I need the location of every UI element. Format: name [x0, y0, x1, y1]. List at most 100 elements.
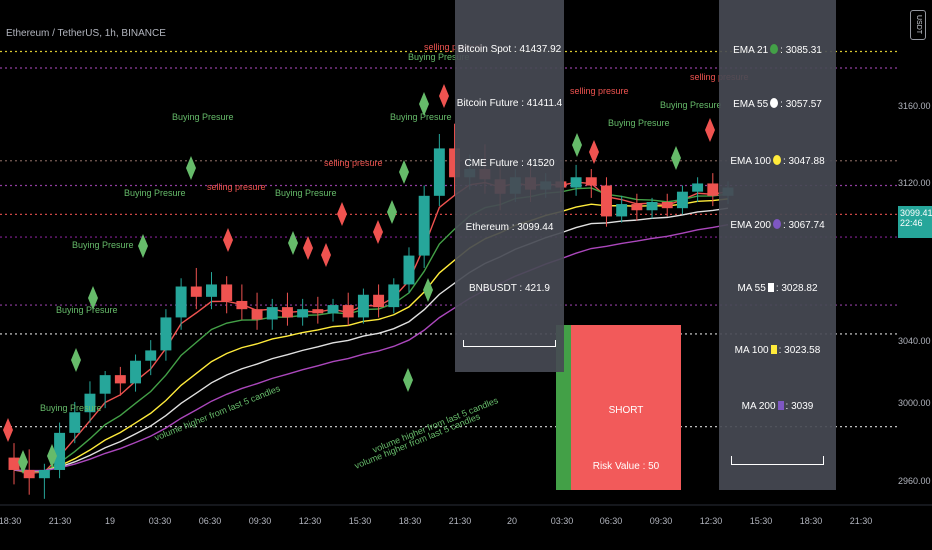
candle: [327, 305, 339, 314]
risk-value: Risk Value : 50: [592, 461, 660, 472]
candle: [99, 375, 111, 394]
time-tick: 18:30: [0, 516, 22, 526]
ma-value: : 3067.74: [782, 220, 825, 231]
currency-badge[interactable]: USDT: [910, 10, 926, 40]
candle: [692, 183, 704, 192]
time-tick: 18:30: [398, 516, 422, 526]
time-tick: 15:30: [749, 516, 773, 526]
panel-row: CME Future : 41520: [464, 158, 555, 169]
signal-diamond: [671, 146, 681, 170]
buy-annotation: Buying Presure: [608, 118, 670, 128]
candle: [449, 148, 461, 178]
candle: [84, 393, 96, 413]
candle: [418, 195, 430, 256]
candle: [175, 286, 187, 318]
signal-diamond: [88, 286, 98, 310]
candle: [570, 177, 582, 188]
market-info-panel: Bitcoin Spot : 41437.92 Bitcoin Future :…: [455, 0, 564, 372]
candle: [661, 202, 673, 209]
signal-diamond: [373, 220, 383, 244]
candles: [8, 123, 734, 499]
time-tick: 18:30: [799, 516, 823, 526]
time-tick: 03:30: [550, 516, 574, 526]
ma-value: : 3047.88: [782, 156, 825, 167]
signal-diamond: [572, 133, 582, 157]
candle: [251, 309, 263, 320]
ma-name: EMA 200: [730, 220, 771, 231]
ma-row: MA 100 : 3023.58: [719, 345, 836, 356]
candle: [23, 469, 35, 479]
candle: [403, 255, 415, 285]
candle: [69, 412, 81, 433]
short-trade-box[interactable]: SHORT Risk Value : 50: [571, 325, 681, 490]
buy-annotation: Buying Presure: [56, 305, 118, 315]
buy-annotation: Buying Presure: [408, 52, 470, 62]
ma-line: [13, 207, 729, 472]
ma-name: EMA 55: [733, 99, 769, 110]
sell-annotation: selling presure: [424, 42, 483, 52]
time-tick: 21:30: [448, 516, 472, 526]
panel-row: Bitcoin Spot : 41437.92: [457, 44, 562, 55]
ma-row: EMA 100: 3047.88: [719, 155, 836, 167]
buy-annotation: Buying Presure: [124, 188, 186, 198]
time-tick: 20: [506, 516, 518, 526]
signal-diamond: [423, 278, 433, 302]
panel-row: Bitcoin Future : 41411.4: [456, 98, 563, 109]
panel-row: BNBUSDT : 421.9: [469, 283, 550, 294]
ma-value: : 3023.58: [778, 345, 821, 356]
ma-name: MA 200: [741, 401, 776, 412]
candle: [160, 317, 172, 351]
signal-diamond: [71, 348, 81, 372]
signal-diamond: [223, 228, 233, 252]
signal-diamonds: [3, 84, 715, 474]
current-price: 3099.41: [900, 208, 932, 218]
candle: [130, 360, 142, 384]
price-tick: 3040.00: [898, 336, 931, 346]
signal-diamond: [186, 156, 196, 180]
price-tick: 2960.00: [898, 476, 931, 486]
ma-color-marker: [770, 345, 777, 354]
signal-diamond: [705, 118, 715, 142]
candle: [190, 286, 202, 297]
sell-annotation: selling presure: [570, 86, 629, 96]
countdown: 22:46: [900, 218, 923, 228]
candle: [221, 284, 233, 301]
ma-row: MA 55: 3028.82: [719, 283, 836, 294]
sell-annotation: selling presure: [324, 158, 383, 168]
time-tick: 12:30: [298, 516, 322, 526]
signal-diamond: [288, 231, 298, 255]
ma-color-marker: [767, 283, 774, 292]
buy-annotation: Buying Presure: [40, 403, 102, 413]
panel-row: Ethereum : 3099.44: [465, 222, 554, 233]
signal-diamond: [337, 202, 347, 226]
time-tick: 03:30: [148, 516, 172, 526]
price-tick: 3000.00: [898, 398, 931, 408]
time-tick: 12:30: [699, 516, 723, 526]
panel-bracket: [463, 340, 556, 347]
candle: [114, 375, 126, 384]
candle: [585, 177, 597, 186]
candle: [342, 305, 354, 318]
candle: [38, 469, 50, 479]
price-tick: 3160.00: [898, 101, 931, 111]
time-tick: 21:30: [849, 516, 873, 526]
signal-diamond: [138, 234, 148, 258]
ma-row: EMA 200 : 3067.74: [719, 219, 836, 231]
time-tick: 06:30: [599, 516, 623, 526]
candle: [433, 148, 445, 196]
time-tick: 06:30: [198, 516, 222, 526]
time-tick: 09:30: [649, 516, 673, 526]
buy-annotation: Buying Presure: [660, 100, 722, 110]
buy-annotation: Buying Presure: [72, 240, 134, 250]
ma-name: MA 100: [734, 345, 769, 356]
candle: [707, 183, 719, 196]
ma-color-marker: [777, 401, 784, 410]
signal-diamond: [403, 368, 413, 392]
candle: [388, 284, 400, 308]
candle: [297, 309, 309, 318]
ma-row: EMA 55: 3057.57: [719, 98, 836, 110]
signal-diamond: [47, 444, 57, 468]
candle: [206, 284, 217, 297]
ma-color-marker: [770, 98, 779, 108]
